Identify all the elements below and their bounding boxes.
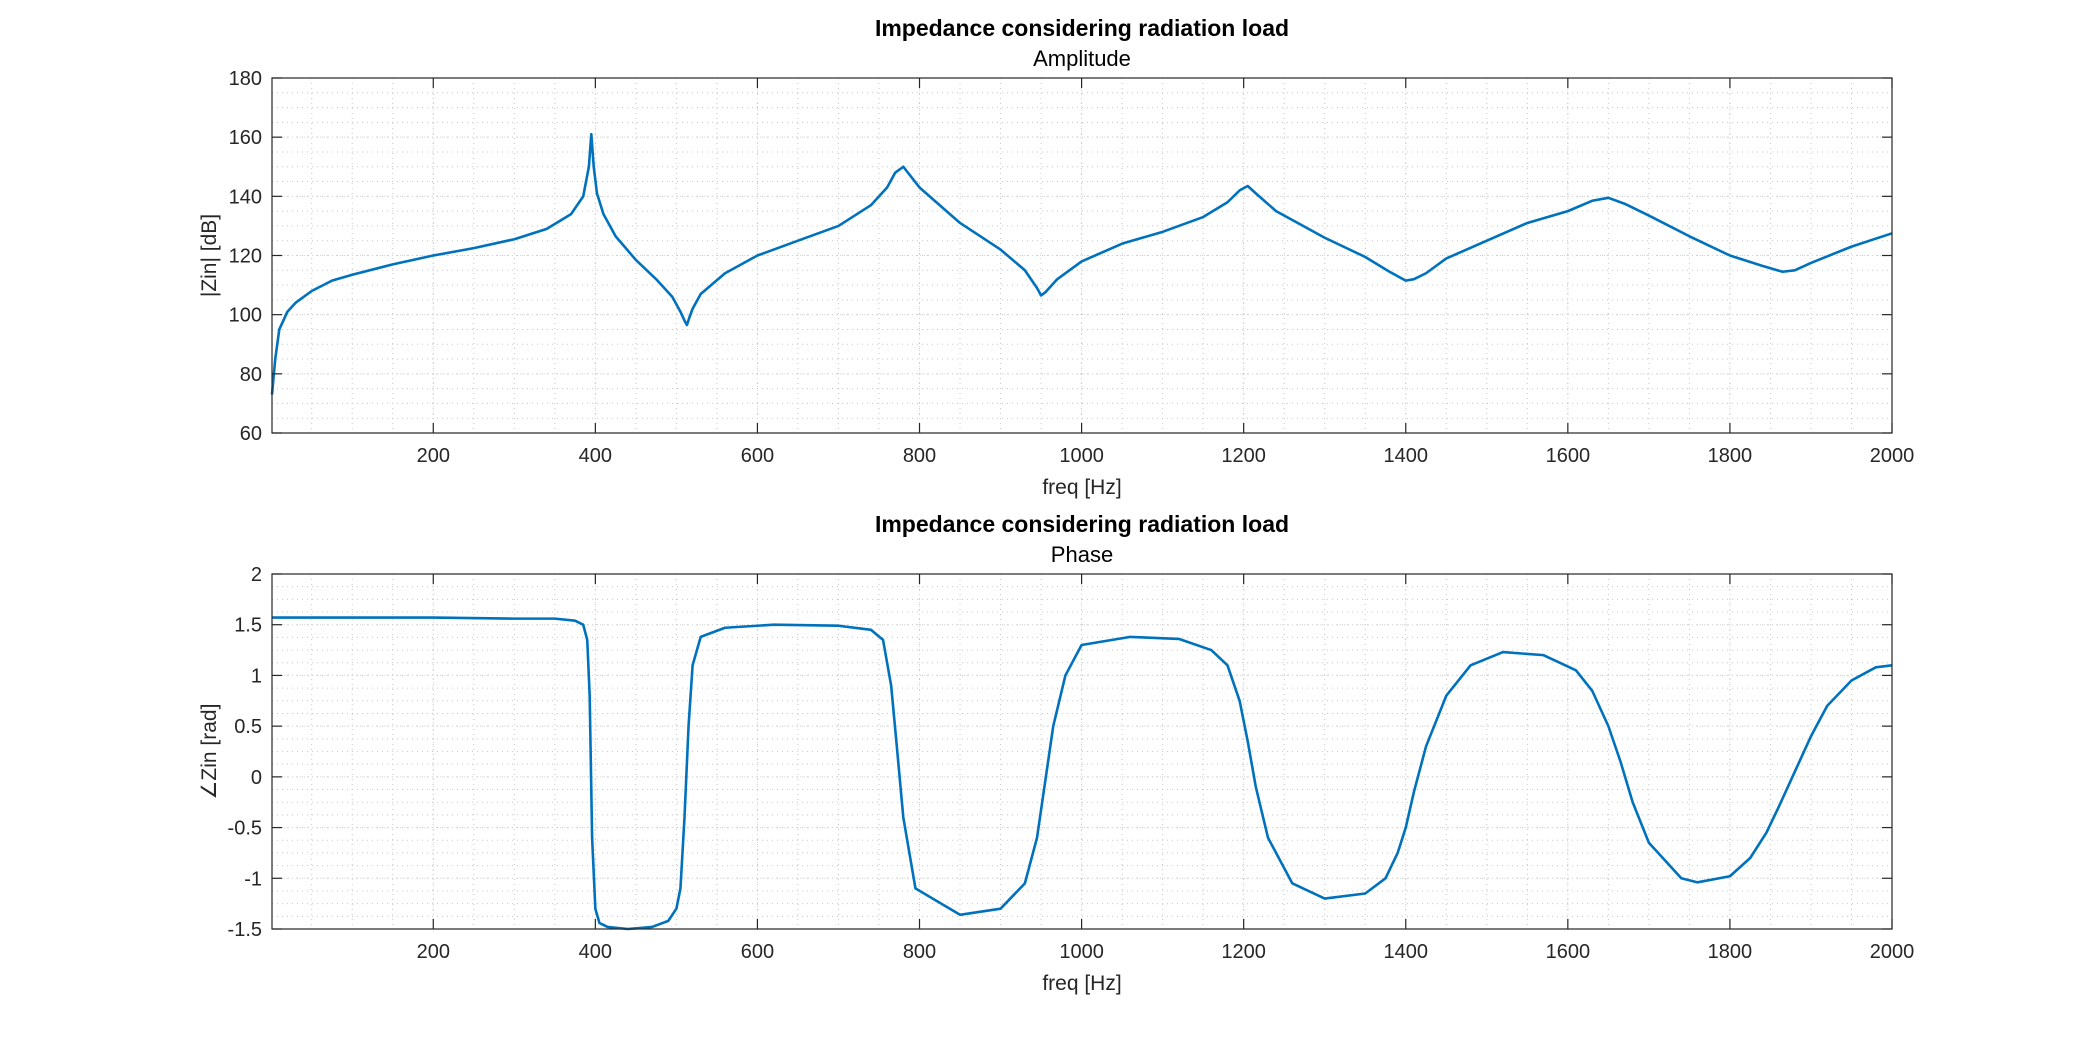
phase-y-tick-label: 1.5 (234, 615, 262, 637)
amplitude-x-tick-label: 1400 (1384, 445, 1429, 467)
amplitude-y-tick-label: 80 (240, 364, 262, 386)
phase-x-tick-label: 600 (741, 941, 774, 963)
phase-y-tick-label: 2 (251, 564, 262, 586)
amplitude-y-axis-label: |Zin| [dB] (198, 214, 221, 297)
phase-x-tick-label: 1800 (1708, 941, 1753, 963)
amplitude-series-line (270, 132, 1893, 395)
amplitude-y-tick-label: 100 (229, 305, 262, 327)
phase-x-tick-label: 800 (903, 941, 936, 963)
phase-subtitle: Phase (1051, 542, 1113, 567)
phase-panel: Impedance considering radiation load Pha… (198, 511, 1914, 995)
phase-x-tick-label: 2000 (1870, 941, 1915, 963)
amplitude-y-tick-label: 60 (240, 423, 262, 445)
phase-y-tick-label: -0.5 (228, 818, 262, 840)
phase-series-line (272, 616, 1893, 931)
amplitude-x-tick-label: 200 (417, 445, 450, 467)
amplitude-x-tick-label: 1200 (1221, 445, 1266, 467)
amplitude-y-tick-label: 140 (229, 186, 262, 208)
phase-x-axis-label: freq [Hz] (1042, 972, 1121, 995)
amplitude-y-tick-label: 120 (229, 246, 262, 268)
amplitude-x-tick-label: 400 (579, 445, 612, 467)
amplitude-x-tick-label: 1600 (1546, 445, 1591, 467)
phase-y-axis-label: ∠Zin [rad] (198, 704, 221, 800)
phase-y-tick-label: -1 (244, 868, 262, 890)
phase-title: Impedance considering radiation load (875, 511, 1289, 537)
amplitude-grid (272, 77, 1893, 434)
phase-y-tick-label: 0.5 (234, 716, 262, 738)
amplitude-title: Impedance considering radiation load (875, 15, 1289, 41)
amplitude-y-tick-label: 180 (229, 68, 262, 90)
amplitude-y-tick-label: 160 (229, 127, 262, 149)
amplitude-x-tick-label: 2000 (1870, 445, 1915, 467)
phase-x-tick-label: 1000 (1059, 941, 1104, 963)
phase-x-tick-label: 1600 (1546, 941, 1591, 963)
amplitude-x-tick-label: 1800 (1708, 445, 1753, 467)
amplitude-x-tick-label: 800 (903, 445, 936, 467)
amplitude-x-tick-label: 600 (741, 445, 774, 467)
amplitude-x-axis-label: freq [Hz] (1042, 476, 1121, 499)
amplitude-panel: Impedance considering radiation load Amp… (198, 15, 1914, 499)
amplitude-x-tick-label: 1000 (1059, 445, 1104, 467)
phase-x-tick-label: 200 (417, 941, 450, 963)
amplitude-subtitle: Amplitude (1033, 46, 1131, 71)
phase-x-tick-label: 1400 (1384, 941, 1429, 963)
phase-y-tick-label: 0 (251, 767, 262, 789)
phase-y-tick-label: -1.5 (228, 919, 262, 941)
phase-y-tick-label: 1 (251, 665, 262, 687)
phase-x-tick-label: 400 (579, 941, 612, 963)
phase-x-tick-label: 1200 (1221, 941, 1266, 963)
